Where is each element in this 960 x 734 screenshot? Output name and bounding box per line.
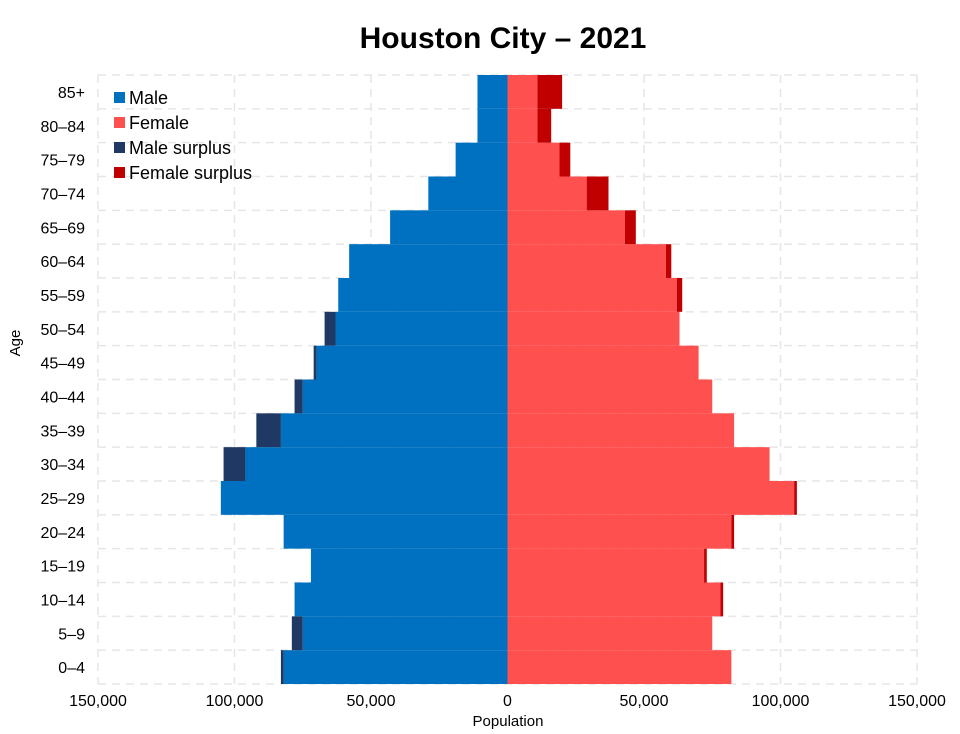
bar-male-surplus [256,413,281,448]
bar-male [220,481,508,515]
bar-female-surplus [624,210,636,245]
age-group-label: 25–29 [41,491,86,508]
bar-female-surplus [559,142,571,177]
bar-male [302,379,508,414]
population-tick-label: 100,000 [206,693,264,710]
bar-male-surplus [280,650,284,684]
age-group-label: 35–39 [41,423,86,440]
legend-label: Male surplus [129,138,231,158]
bar-female [507,514,732,549]
bar-female [507,210,625,245]
bar-female-surplus [537,75,563,109]
bar-male [335,311,508,346]
population-tick-label: 0 [503,693,512,710]
bar-female [507,345,699,380]
age-group-label: 65–69 [41,220,86,237]
bar-male [302,616,508,651]
bar-male [294,582,508,617]
bar-female [507,616,713,651]
chart-title: Houston City – 2021 [360,22,647,55]
age-group-label: 15–19 [41,559,86,576]
population-tick-label: 150,000 [69,693,127,710]
age-group-labels: 0–4 5–9 10–14 15–19 20–24 25–29 30–34 35–39 40–4… [41,85,86,677]
bar-female-surplus [586,176,609,211]
bar-male [283,650,508,684]
bar-male [316,345,508,380]
population-tick-label: 50,000 [347,693,396,710]
bar-male-surplus [294,379,303,414]
bar-female [507,244,666,278]
age-group-label: 20–24 [41,525,86,542]
age-group-label: 75–79 [41,153,86,170]
y-axis-label: Age [7,330,24,357]
bar-female [507,311,680,346]
age-group-label: 45–49 [41,356,86,373]
bar-male [477,75,508,109]
bar-male [338,278,508,312]
age-group-label: 60–64 [41,254,86,271]
bar-male [280,413,508,448]
legend-swatch [114,117,125,128]
bar-female [507,142,560,177]
bar-female-surplus [720,582,724,617]
age-group-label: 5–9 [58,626,85,643]
bar-female [507,447,770,481]
legend-swatch [114,167,125,178]
bar-female-surplus [794,481,797,515]
bar-male [477,108,508,143]
bar-female-surplus [731,514,735,549]
legend-label: Female surplus [129,163,252,183]
bar-female [507,176,587,211]
age-group-label: 30–34 [41,457,86,474]
bar-male [428,176,508,211]
bar-male-surplus [324,311,336,346]
bar-male [245,447,508,481]
bar-female [507,481,795,515]
age-group-label: 85+ [58,85,85,102]
bar-male [310,548,508,583]
population-tick-label: 50,000 [620,693,669,710]
bar-male [283,514,508,549]
legend-swatch [114,142,125,153]
bar-female-surplus [704,548,707,583]
bar-male [455,142,508,177]
bar-male-surplus [313,345,317,380]
bar-male [390,210,508,245]
age-group-label: 40–44 [41,389,86,406]
bar-female [507,75,538,109]
legend-label: Female [129,113,189,133]
bar-male-surplus [291,616,303,651]
bar-female [507,379,713,414]
age-group-label: 70–74 [41,186,86,203]
population-tick-label: 100,000 [752,693,810,710]
age-group-label: 50–54 [41,322,86,339]
bar-male [349,244,508,278]
bar-female-surplus [537,108,552,143]
legend: Male Female Male surplus Female surplus [114,88,252,183]
age-group-label: 80–84 [41,119,86,136]
bar-female-surplus [676,278,683,312]
x-axis-label: Population [473,713,544,730]
legend-label: Male [129,88,168,108]
bar-female [507,108,538,143]
age-group-label: 55–59 [41,288,86,305]
legend-swatch [114,92,125,103]
bar-female [507,582,721,617]
bar-female-surplus [665,244,672,278]
bar-female [507,650,732,684]
bar-male-surplus [223,447,246,481]
bar-female [507,413,735,448]
age-group-label: 0–4 [58,660,85,677]
bar-female [507,278,677,312]
bar-female [507,548,705,583]
population-tick-label: 150,000 [888,693,946,710]
age-group-label: 10–14 [41,592,86,609]
bars [220,75,797,684]
population-tick-labels: 150,000 100,000 50,000 0 50,000 100,000 150,00… [69,693,946,710]
